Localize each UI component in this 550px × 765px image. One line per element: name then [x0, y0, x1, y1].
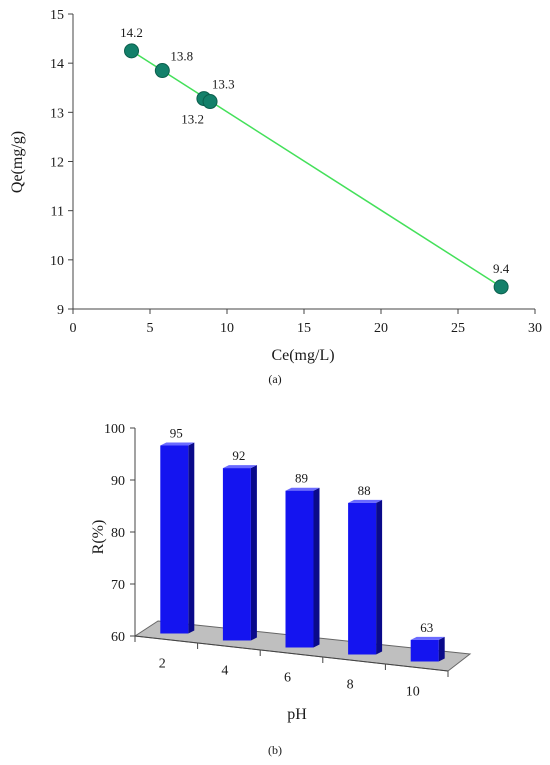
y-tick-label-b: 90: [111, 474, 125, 489]
data-point: [154, 63, 170, 79]
bar-value-label: 88: [358, 483, 371, 498]
data-point: [202, 94, 218, 110]
y-axis-title-a: Qe(mg/g): [9, 131, 26, 193]
x-tick-label-a: 5: [147, 321, 154, 336]
x-tick-label-a: 15: [297, 321, 311, 336]
y-tick-label-a: 13: [50, 106, 64, 121]
trendline-layer: [131, 50, 502, 288]
bar-top: [410, 636, 445, 640]
y-tick-label-a: 11: [51, 205, 64, 220]
x-axis-title-a: Ce(mg/L): [271, 347, 334, 364]
bar-top: [285, 487, 320, 491]
axes-b: 60 70 80 90 100 2 4 6 8 10: [104, 422, 449, 700]
x-tick-label-a: 30: [528, 321, 542, 336]
bar-top: [160, 442, 195, 446]
data-points-layer: 14.2 13.8 13.3 13.2 9.4: [120, 25, 510, 295]
bar-value-label: 89: [295, 471, 308, 486]
y-tick-label-b: 70: [111, 578, 125, 593]
bar: 63: [410, 620, 445, 662]
bar-side: [188, 442, 195, 634]
x-axis-line-b: [134, 635, 449, 672]
bar-chart: 60 70 80 90 100 2 4 6 8 10 95 92 89 88 63 R(%) pH (b): [90, 422, 472, 757]
data-label: 13.3: [212, 77, 235, 92]
y-tick-label-a: 14: [50, 57, 64, 72]
bar-value-label: 95: [170, 426, 183, 441]
y-tick-label-b: 60: [111, 630, 125, 645]
bar: 92: [222, 448, 257, 641]
bar: 88: [348, 483, 383, 655]
y-tick-label-a: 10: [50, 254, 64, 269]
bar-front: [160, 445, 189, 634]
bar-top: [222, 465, 257, 469]
y-tick-label-a: 9: [57, 303, 64, 318]
x-tick-label-b: 8: [347, 678, 354, 693]
scatter-chart: 9 10 11 12 13 14 15 0 5 10 15 20 25 30 14.2 13.8 13.3 13…: [9, 8, 542, 386]
bar: 89: [285, 471, 320, 648]
bar-top: [348, 499, 383, 503]
bar: 95: [160, 426, 195, 634]
x-tick-label-a: 20: [374, 321, 388, 336]
bars-layer: 95 92 89 88 63: [160, 426, 445, 662]
data-label: 9.4: [493, 261, 510, 276]
bar-side: [250, 465, 257, 641]
data-point: [493, 279, 509, 295]
x-tick-label-a: 25: [451, 321, 465, 336]
bar-side: [438, 636, 445, 662]
panel-caption-a: (a): [268, 372, 281, 386]
bar-front: [348, 502, 377, 655]
x-tick-label-a: 10: [220, 321, 234, 336]
y-axis-title-b: R(%): [90, 520, 107, 555]
y-tick-label-a: 15: [50, 8, 64, 23]
data-label: 13.2: [181, 112, 204, 127]
x-tick-label-b: 4: [221, 664, 228, 679]
data-label: 14.2: [120, 25, 143, 40]
panel-caption-b: (b): [268, 743, 282, 757]
y-tick-label-b: 80: [111, 526, 125, 541]
axes-a: 9 10 11 12 13 14 15 0 5 10 15 20 25 30: [50, 8, 542, 336]
x-axis-title-b: pH: [287, 706, 307, 723]
y-tick-label-a: 12: [50, 156, 64, 171]
x-tick-label-b: 6: [284, 671, 291, 686]
bar-front: [222, 468, 251, 641]
trendline: [131, 50, 502, 288]
x-tick-label-b: 2: [159, 657, 166, 672]
x-tick-label-a: 0: [70, 321, 77, 336]
bar-value-label: 63: [420, 620, 433, 635]
data-point: [124, 43, 140, 59]
bar-side: [313, 487, 320, 648]
data-label: 13.8: [170, 49, 193, 64]
bar-side: [376, 499, 383, 655]
bar-front: [410, 639, 439, 662]
bar-value-label: 92: [232, 448, 245, 463]
x-tick-label-b: 10: [406, 685, 420, 700]
bar-front: [285, 490, 314, 648]
y-tick-label-b: 100: [104, 422, 125, 437]
